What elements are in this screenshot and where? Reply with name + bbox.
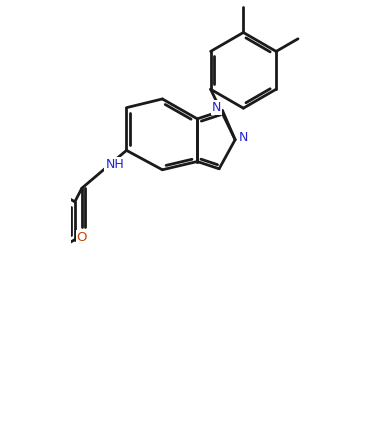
Text: NH: NH bbox=[105, 158, 124, 171]
Text: N: N bbox=[239, 131, 249, 144]
Text: N: N bbox=[212, 101, 221, 114]
Text: O: O bbox=[77, 231, 87, 244]
